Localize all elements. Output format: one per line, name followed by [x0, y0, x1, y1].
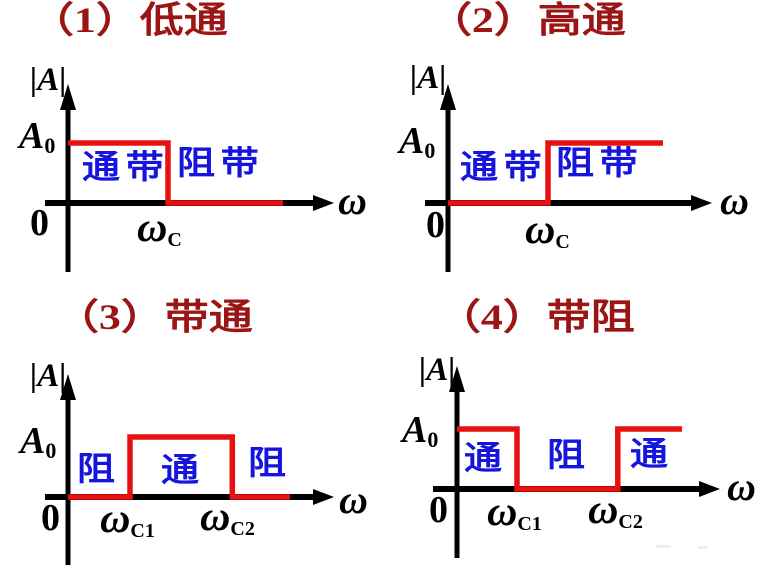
panel3-response-curve: [68, 434, 290, 500]
panel1-stopband-label: 阻带: [177, 144, 265, 181]
panel2-amplitude-base: A: [399, 120, 425, 162]
panel3-cutoff2-tick: ωC2: [200, 494, 255, 540]
panel4-cutoff1-base: ω: [487, 489, 518, 535]
panel3-y-axis-label: |A|: [30, 358, 67, 394]
panel2-x-axis-label: ω: [720, 178, 749, 223]
watermark-smudge: [655, 545, 671, 548]
panel1-title: （1）低通: [30, 0, 228, 40]
panel1-passband-label: 通带: [82, 148, 170, 185]
panel2-passband-label: 通带: [460, 148, 548, 185]
panel3-cutoff1-base: ω: [100, 496, 131, 542]
panel4-response-curve: [457, 426, 682, 492]
panel2-cutoff-base: ω: [525, 207, 556, 253]
panel1-amplitude-base: A: [19, 115, 45, 157]
panel4-passband-left-label: 通: [464, 439, 508, 476]
panel3-cutoff1-tick: ωC1: [100, 496, 155, 542]
panel1-response-curve: [68, 140, 283, 206]
panel3-cutoff2-base: ω: [200, 494, 231, 540]
panel2-amplitude-sub: 0: [424, 137, 436, 163]
panel4-origin-label: 0: [429, 489, 448, 531]
panel4-cutoff2-base: ω: [588, 487, 619, 533]
panel1-amplitude-sub: 0: [44, 132, 56, 158]
panel4-stopband-label: 阻: [547, 436, 591, 473]
panel3-origin-label: 0: [41, 497, 60, 539]
panel3-amplitude-sub: 0: [45, 437, 57, 463]
panel3-stopband-right-label: 阻: [248, 444, 292, 481]
panel2-cutoff-sub: C: [555, 231, 570, 253]
panel3-stopband-left-label: 阻: [77, 450, 121, 487]
panel2-x-axis-arrow-icon: [691, 195, 712, 211]
panel2-cutoff-tick: ωC: [525, 207, 570, 253]
panel4-x-axis-arrow-icon: [699, 481, 720, 497]
panel1-y-axis-label: |A|: [30, 62, 67, 98]
panel3-passband-label: 通: [161, 451, 205, 488]
panel2-origin-label: 0: [426, 204, 445, 246]
panel3-amplitude-base: A: [20, 420, 46, 462]
panel2-y-axis-arrow-icon: [440, 84, 456, 110]
panel4-amplitude-label: A0: [402, 409, 439, 452]
panel2-y-axis-label: |A|: [410, 60, 447, 96]
panel4-amplitude-base: A: [402, 409, 428, 451]
panel4-passband-right-label: 通: [630, 435, 674, 472]
panel4-cutoff1-sub: C1: [517, 513, 542, 535]
panel2-title: （2）高通: [428, 0, 626, 40]
panel1-cutoff-base: ω: [137, 205, 168, 251]
watermark-smudge: [698, 546, 708, 549]
panel2-stopband-label: 阻带: [556, 144, 644, 181]
panel3-x-axis-arrow-icon: [313, 489, 334, 505]
panel3-x-axis-label: ω: [339, 477, 368, 522]
panel1-amplitude-label: A0: [19, 115, 56, 158]
panel4-title: （4）带阻: [437, 297, 635, 337]
panel1-cutoff-sub: C: [167, 229, 182, 251]
panel1-cutoff-tick: ωC: [137, 205, 182, 251]
panel4-cutoff2-sub: C2: [618, 511, 643, 533]
panel2-amplitude-label: A0: [399, 120, 436, 163]
panel1-y-axis-arrow-icon: [60, 84, 76, 110]
panel4-amplitude-sub: 0: [427, 426, 439, 452]
panel3-y-axis-arrow-icon: [60, 374, 76, 400]
panel4-y-axis-label: |A|: [419, 352, 456, 388]
panel3-title: （3）带通: [55, 297, 253, 337]
panel4-cutoff1-tick: ωC1: [487, 489, 542, 535]
panel2-response-curve: [448, 140, 663, 206]
panel1-x-axis-label: ω: [338, 178, 367, 223]
panel4-y-axis-arrow-icon: [449, 366, 465, 392]
panel4-cutoff2-tick: ωC2: [588, 487, 643, 533]
panel4-x-axis-label: ω: [727, 464, 756, 509]
panel3-amplitude-label: A0: [20, 420, 57, 463]
panel1-origin-label: 0: [30, 202, 49, 244]
panel1-x-axis-arrow-icon: [313, 195, 334, 211]
panel3-cutoff2-sub: C2: [230, 518, 255, 540]
panel3-cutoff1-sub: C1: [130, 520, 155, 542]
